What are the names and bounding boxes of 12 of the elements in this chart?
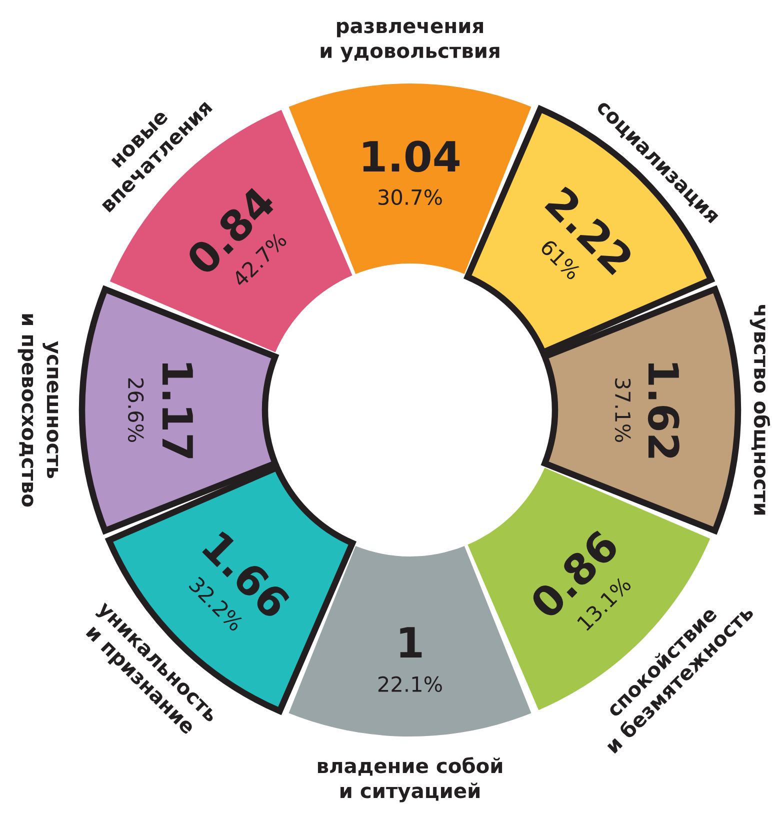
category-label: чувство общности	[750, 305, 770, 515]
data-label: 1.04	[363, 140, 460, 172]
data-label: 1	[400, 627, 422, 658]
data-label: 26.6%	[128, 378, 144, 442]
data-label: 1.62	[648, 363, 680, 458]
data-label: 37.1%	[614, 378, 631, 442]
data-label: 1.17	[162, 363, 193, 458]
category-label: развлечения и удовольствия	[320, 22, 500, 62]
category-label: успешность и превосходство	[18, 314, 58, 507]
data-label: 22.1%	[378, 676, 442, 692]
category-label: владение собой и ситуацией	[318, 757, 502, 802]
data-label: 30.7%	[378, 189, 442, 206]
